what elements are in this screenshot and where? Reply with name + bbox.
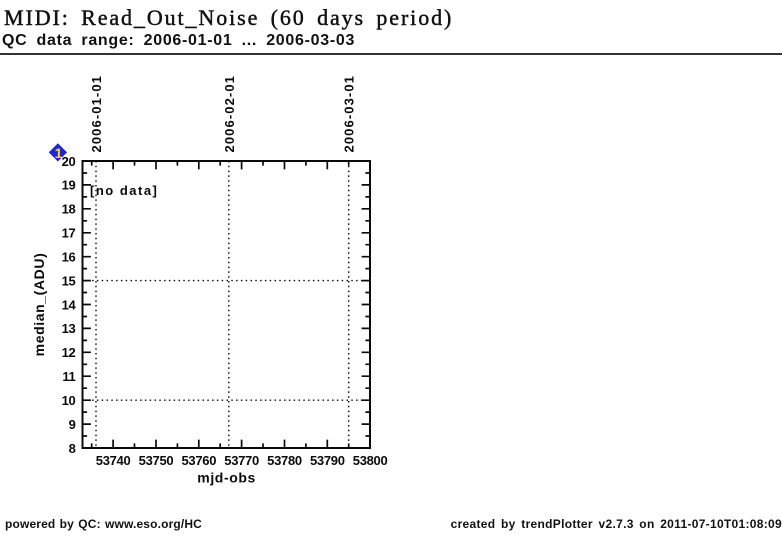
svg-text:53760: 53760 bbox=[181, 453, 216, 468]
svg-text:2006-03-01: 2006-03-01 bbox=[342, 75, 357, 153]
svg-text:19: 19 bbox=[62, 178, 76, 193]
svg-text:16: 16 bbox=[62, 250, 76, 265]
svg-text:53770: 53770 bbox=[224, 453, 259, 468]
svg-text:13: 13 bbox=[62, 321, 76, 336]
svg-text:20: 20 bbox=[62, 154, 76, 169]
svg-text:17: 17 bbox=[62, 226, 76, 241]
svg-text:18: 18 bbox=[62, 202, 76, 217]
svg-text:53790: 53790 bbox=[310, 453, 345, 468]
svg-text:10: 10 bbox=[62, 393, 76, 408]
svg-text:9: 9 bbox=[69, 417, 76, 432]
svg-text:53780: 53780 bbox=[267, 453, 302, 468]
svg-text:[no data]: [no data] bbox=[90, 183, 158, 198]
svg-text:2006-01-01: 2006-01-01 bbox=[89, 75, 104, 153]
svg-text:8: 8 bbox=[69, 441, 76, 456]
svg-text:1: 1 bbox=[55, 145, 63, 161]
svg-text:53750: 53750 bbox=[139, 453, 174, 468]
svg-text:2006-02-01: 2006-02-01 bbox=[222, 75, 237, 153]
svg-text:median_(ADU): median_(ADU) bbox=[31, 253, 47, 357]
svg-text:53800: 53800 bbox=[353, 453, 388, 468]
svg-text:12: 12 bbox=[62, 345, 76, 360]
svg-text:11: 11 bbox=[62, 369, 75, 384]
svg-text:53740: 53740 bbox=[96, 453, 131, 468]
svg-text:14: 14 bbox=[62, 297, 77, 312]
svg-text:15: 15 bbox=[62, 273, 76, 288]
svg-text:mjd-obs: mjd-obs bbox=[197, 470, 256, 486]
